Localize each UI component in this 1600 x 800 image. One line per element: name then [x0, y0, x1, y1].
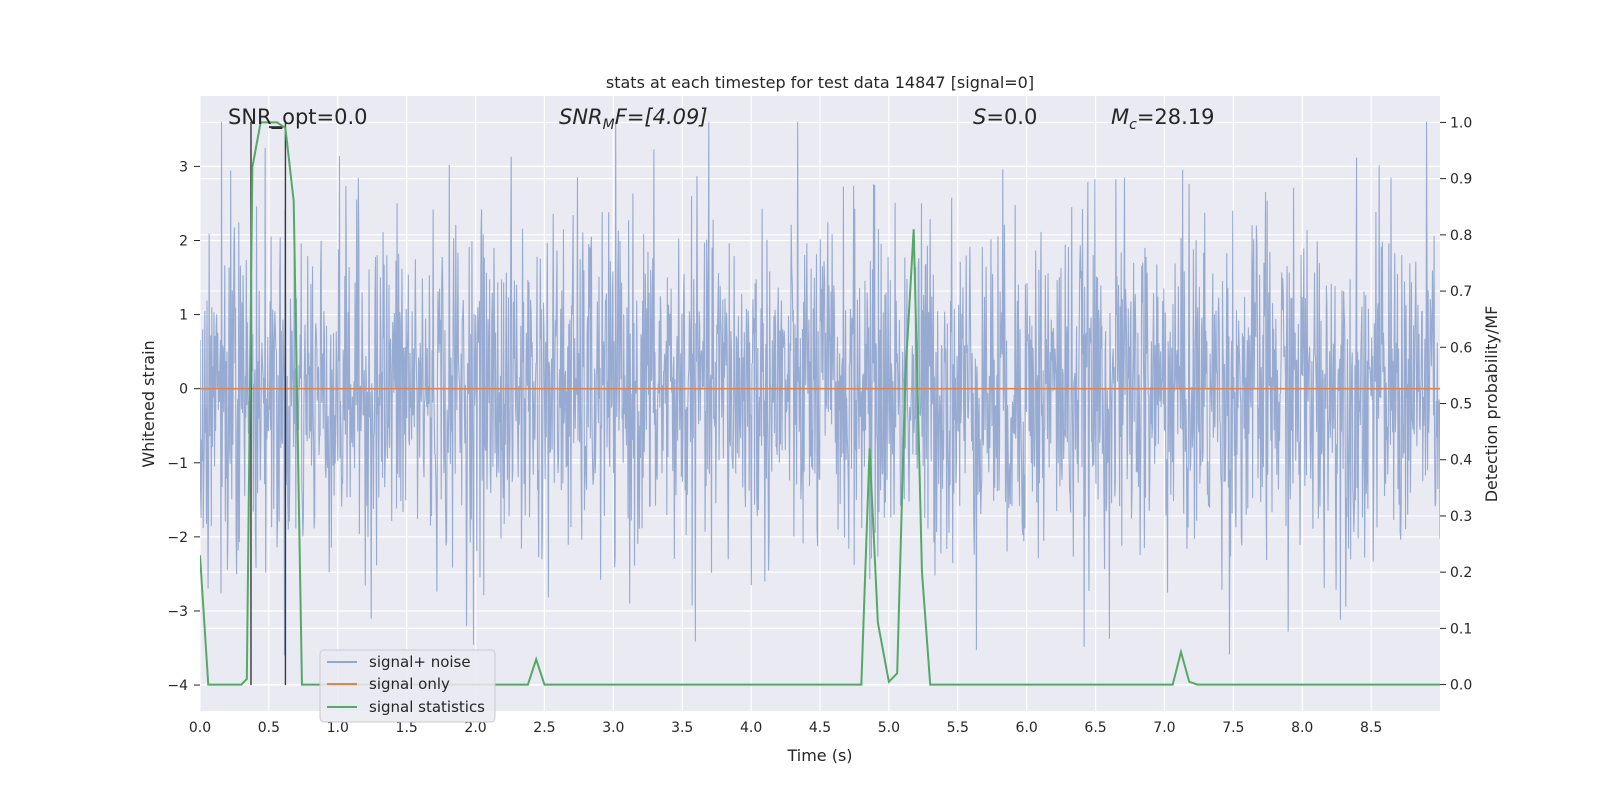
- x-tick-label: 5.5: [947, 720, 969, 736]
- y-tick-label: 3: [179, 159, 188, 175]
- x-tick-label: 6.5: [1084, 720, 1106, 736]
- y2-tick-label: 0.2: [1450, 565, 1472, 581]
- y-tick-label: −4: [167, 678, 188, 694]
- y2-tick-label: 0.6: [1450, 340, 1472, 356]
- x-tick-label: 3.5: [671, 720, 693, 736]
- y2-tick-label: 0.8: [1450, 228, 1472, 244]
- y2-axis-label: Detection probability/MF: [1482, 306, 1501, 503]
- y-tick-label: −2: [167, 530, 188, 546]
- snr-mf-sub: M: [603, 117, 615, 133]
- x-tick-label: 2.0: [464, 720, 486, 736]
- legend-box: [319, 649, 496, 723]
- x-tick-label: 1.0: [327, 720, 349, 736]
- x-tick-label: 4.0: [740, 720, 762, 736]
- y-tick-label: 0: [179, 382, 188, 398]
- y2-tick-label: 1.0: [1450, 115, 1472, 131]
- x-tick-label: 7.5: [1222, 720, 1244, 736]
- y2-tick-label: 0.9: [1450, 172, 1472, 188]
- mc-sub: c: [1129, 117, 1137, 133]
- annotation-s: S=0.0: [973, 105, 1037, 129]
- y2-tick-label: 0.7: [1450, 284, 1472, 300]
- snr-mf-base: SNR: [559, 105, 603, 129]
- legend-label-statistics: signal statistics: [369, 698, 485, 716]
- series-layer: [200, 121, 1440, 686]
- x-tick-label: 7.0: [1153, 720, 1175, 736]
- annotation-mc: Mc=28.19: [1111, 105, 1215, 133]
- s-rest: =0.0: [986, 105, 1037, 129]
- y2-tick-label: 0.4: [1450, 453, 1472, 469]
- x-tick-label: 3.0: [602, 720, 624, 736]
- chart-title: stats at each timestep for test data 148…: [606, 73, 1034, 92]
- annotations: SNR_opt=0.0 SNRMF=[4.09] S=0.0 Mc=28.19: [228, 105, 1215, 133]
- mc-base: M: [1111, 105, 1129, 129]
- legend-label-noise: signal+ noise: [369, 653, 471, 671]
- x-tick-label: 5.0: [878, 720, 900, 736]
- series-group: [200, 121, 1440, 686]
- legend-label-signal: signal only: [369, 675, 450, 693]
- snr-mf-rest: F=[4.09]: [615, 105, 708, 129]
- x-axis-label: Time (s): [786, 746, 852, 765]
- y2-tick-label: 0.0: [1450, 678, 1472, 694]
- y-tick-label: −3: [167, 604, 188, 620]
- s-var: S: [973, 105, 986, 129]
- x-tick-label: 2.5: [533, 720, 555, 736]
- x-tick-label: 4.5: [809, 720, 831, 736]
- y-tick-label: 1: [179, 308, 188, 324]
- y2-tick-label: 0.5: [1450, 397, 1472, 413]
- x-tick-label: 8.0: [1291, 720, 1313, 736]
- series-signal-noise-line: [200, 121, 1440, 656]
- x-tick-label: 6.0: [1016, 720, 1038, 736]
- x-tick-label: 1.5: [396, 720, 418, 736]
- tick-layer: 0.0 0.5 1.0 1.5 2.0 2.5 3.0 3.5 4.0 4.5 5.0 5.5 6.0 6…: [167, 115, 1472, 736]
- y-tick-label: 2: [179, 233, 188, 249]
- x-tick-label: 0.5: [258, 720, 280, 736]
- x-tick-label: 0.0: [189, 720, 211, 736]
- x-tick-label: 8.5: [1360, 720, 1382, 736]
- y-tick-label: −1: [167, 456, 188, 472]
- y2-tick-label: 0.3: [1450, 509, 1472, 525]
- annotation-snr-mf: SNRMF=[4.09]: [559, 105, 708, 133]
- annotation-snr-opt: SNR_opt=0.0: [228, 105, 368, 130]
- legend: signal+ noise signal only signal statist…: [319, 649, 496, 723]
- y2-tick-label: 0.1: [1450, 621, 1472, 637]
- series-signal-statistics-line: [200, 121, 1440, 686]
- mc-rest: =28.19: [1137, 105, 1215, 129]
- y-axis-label: Whitened strain: [139, 340, 158, 467]
